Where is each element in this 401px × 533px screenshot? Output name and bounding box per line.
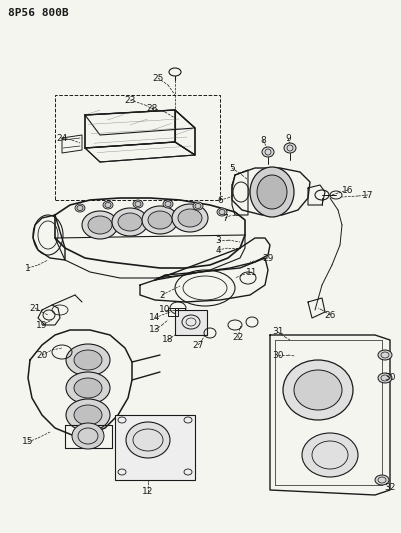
Ellipse shape xyxy=(293,370,341,410)
Ellipse shape xyxy=(74,405,102,425)
Ellipse shape xyxy=(162,200,172,208)
Ellipse shape xyxy=(301,433,357,477)
Ellipse shape xyxy=(283,143,295,153)
Ellipse shape xyxy=(75,204,85,212)
Text: 29: 29 xyxy=(262,254,273,262)
Ellipse shape xyxy=(261,147,273,157)
Text: 14: 14 xyxy=(149,313,160,322)
Text: 21: 21 xyxy=(29,303,41,312)
Ellipse shape xyxy=(172,204,207,232)
Bar xyxy=(168,308,178,316)
Text: 31: 31 xyxy=(271,327,283,336)
Ellipse shape xyxy=(66,399,110,431)
Ellipse shape xyxy=(66,344,110,376)
Text: 17: 17 xyxy=(361,190,373,199)
Text: 9: 9 xyxy=(284,133,290,142)
Text: 24: 24 xyxy=(56,133,67,142)
Ellipse shape xyxy=(74,378,102,398)
Bar xyxy=(55,95,219,200)
Ellipse shape xyxy=(256,175,286,209)
Text: 23: 23 xyxy=(124,95,136,104)
Text: 8P56 800B: 8P56 800B xyxy=(8,8,69,18)
Text: 30: 30 xyxy=(271,351,283,359)
Bar xyxy=(174,310,207,335)
Text: 16: 16 xyxy=(341,185,353,195)
Text: 27: 27 xyxy=(192,341,203,350)
Ellipse shape xyxy=(82,211,118,239)
Text: 2: 2 xyxy=(159,290,164,300)
Text: 10: 10 xyxy=(159,305,170,314)
Ellipse shape xyxy=(118,213,142,231)
Ellipse shape xyxy=(374,475,388,485)
Text: 28: 28 xyxy=(146,103,157,112)
Text: 19: 19 xyxy=(36,320,48,329)
Text: 18: 18 xyxy=(162,335,173,344)
Text: 25: 25 xyxy=(152,74,163,83)
Ellipse shape xyxy=(377,350,391,360)
Text: 32: 32 xyxy=(383,483,395,492)
Text: 30: 30 xyxy=(383,374,395,383)
Text: 3: 3 xyxy=(215,236,220,245)
Ellipse shape xyxy=(126,422,170,458)
Ellipse shape xyxy=(192,202,203,210)
Text: 11: 11 xyxy=(246,268,257,277)
Text: 26: 26 xyxy=(324,311,335,319)
Ellipse shape xyxy=(178,209,201,227)
Ellipse shape xyxy=(66,372,110,404)
Ellipse shape xyxy=(282,360,352,420)
Text: 22: 22 xyxy=(232,334,243,343)
Text: 5: 5 xyxy=(229,164,234,173)
Text: 13: 13 xyxy=(149,326,160,335)
Bar xyxy=(115,415,194,480)
Text: 6: 6 xyxy=(217,196,222,205)
Text: 1: 1 xyxy=(25,263,31,272)
Ellipse shape xyxy=(74,350,102,370)
Ellipse shape xyxy=(377,373,391,383)
Text: 15: 15 xyxy=(22,438,34,447)
Ellipse shape xyxy=(249,167,293,217)
Text: 20: 20 xyxy=(36,351,48,359)
Ellipse shape xyxy=(88,216,112,234)
Text: 8: 8 xyxy=(259,135,265,144)
Ellipse shape xyxy=(217,208,227,216)
Ellipse shape xyxy=(142,206,178,234)
Ellipse shape xyxy=(133,200,143,208)
Text: 4: 4 xyxy=(215,246,220,254)
Text: 7: 7 xyxy=(222,214,227,222)
Ellipse shape xyxy=(112,208,148,236)
Text: 12: 12 xyxy=(142,488,153,497)
Ellipse shape xyxy=(72,423,104,449)
Ellipse shape xyxy=(148,211,172,229)
Ellipse shape xyxy=(103,201,113,209)
